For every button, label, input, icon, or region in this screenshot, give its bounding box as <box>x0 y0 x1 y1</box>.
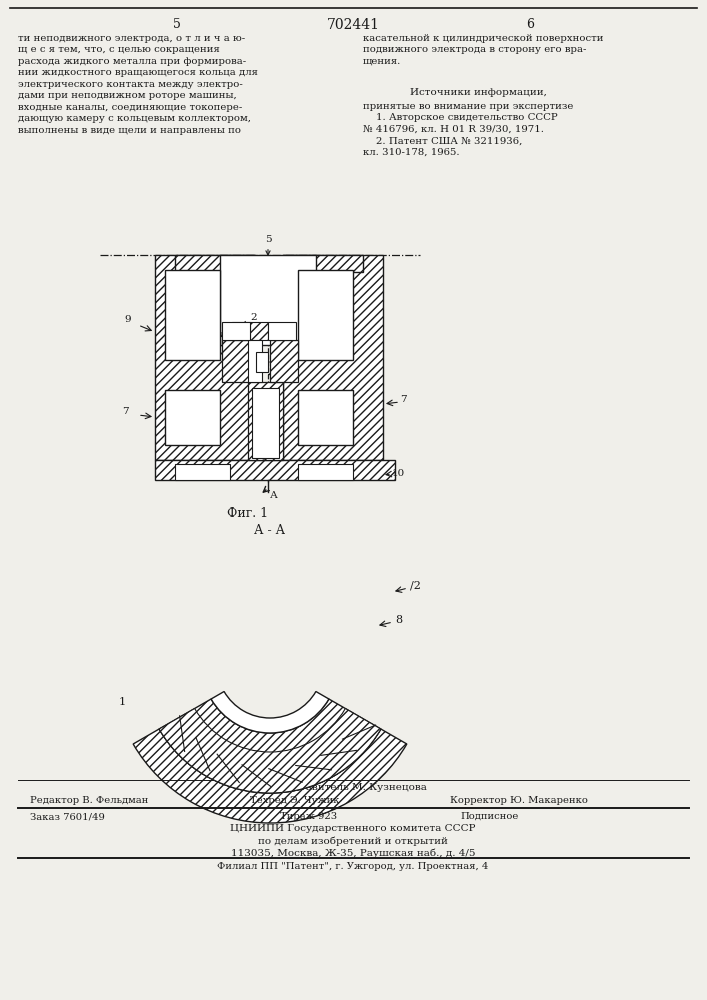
Bar <box>283 255 383 460</box>
Text: Тираж 923: Тираж 923 <box>280 812 337 821</box>
Bar <box>175 464 230 480</box>
Bar <box>250 322 268 340</box>
Text: Корректор Ю. Макаренко: Корректор Ю. Макаренко <box>450 796 588 805</box>
Bar <box>252 388 279 458</box>
Bar <box>248 340 262 382</box>
Bar <box>222 322 250 340</box>
Text: 6: 6 <box>261 452 267 462</box>
Wedge shape <box>159 708 381 793</box>
Text: Фиг. 2: Фиг. 2 <box>247 753 288 766</box>
Text: Техред Э. Чужик: Техред Э. Чужик <box>250 796 339 805</box>
Bar <box>270 340 298 382</box>
Text: 5: 5 <box>327 306 333 314</box>
Wedge shape <box>133 729 407 823</box>
Text: ти неподвижного электрода, о т л и ч а ю-
щ е с я тем, что, с целью сокращения
р: ти неподвижного электрода, о т л и ч а ю… <box>18 34 258 135</box>
Text: 702441: 702441 <box>327 18 380 32</box>
Bar <box>283 255 363 272</box>
Text: 9: 9 <box>124 316 132 324</box>
Text: Фиг. 1: Фиг. 1 <box>228 507 269 520</box>
Bar <box>165 390 220 445</box>
Text: 3: 3 <box>209 321 223 337</box>
Text: Редактор В. Фельдман: Редактор В. Фельдман <box>30 796 148 805</box>
Text: касательной к цилиндрической поверхности
подвижного электрода в сторону его вра-: касательной к цилиндрической поверхности… <box>363 34 604 66</box>
Text: 10: 10 <box>392 468 405 478</box>
Text: Источники информации,: Источники информации, <box>410 88 547 97</box>
Bar <box>256 352 268 372</box>
Wedge shape <box>188 699 352 760</box>
Bar <box>155 460 395 480</box>
Text: 1: 1 <box>119 697 126 707</box>
Text: А: А <box>270 490 278 499</box>
Bar <box>220 255 316 345</box>
Text: 8: 8 <box>395 615 402 625</box>
Bar <box>155 255 255 460</box>
Bar <box>298 464 353 480</box>
Bar <box>222 340 250 382</box>
Text: принятые во внимание при экспертизе
    1. Авторское свидетельство СССР
№ 416796: принятые во внимание при экспертизе 1. А… <box>363 102 573 157</box>
Bar <box>175 255 255 272</box>
Wedge shape <box>159 712 381 793</box>
Bar <box>248 382 283 460</box>
Text: Подписное: Подписное <box>460 812 518 821</box>
Text: Филиал ПП "Патент", г. Ужгород, ул. Проектная, 4: Филиал ПП "Патент", г. Ужгород, ул. Прое… <box>217 862 489 871</box>
Text: 2: 2 <box>243 313 257 326</box>
Text: 6: 6 <box>526 18 534 31</box>
Text: Составитель М. Кузнецова: Составитель М. Кузнецова <box>279 783 426 792</box>
Text: 7: 7 <box>400 395 407 404</box>
Text: 1: 1 <box>324 346 330 355</box>
Text: 4: 4 <box>272 372 279 381</box>
Text: Заказ 7601/49: Заказ 7601/49 <box>30 812 105 821</box>
Text: А - А: А - А <box>255 524 286 537</box>
Text: A: A <box>270 354 278 362</box>
Bar <box>268 322 296 340</box>
Text: по делам изобретений и открытий: по делам изобретений и открытий <box>258 836 448 846</box>
Text: 5: 5 <box>264 235 271 255</box>
Text: /2: /2 <box>410 580 421 590</box>
Text: 3: 3 <box>324 328 330 336</box>
Bar <box>165 270 220 360</box>
Text: ЦНИИПИ Государственного комитета СССР: ЦНИИПИ Государственного комитета СССР <box>230 824 476 833</box>
Text: 5: 5 <box>173 18 181 31</box>
Text: 113035, Москва, Ж-35, Раушская наб., д. 4/5: 113035, Москва, Ж-35, Раушская наб., д. … <box>230 848 475 857</box>
Bar <box>298 390 353 445</box>
Text: 7: 7 <box>122 408 128 416</box>
Bar <box>298 270 353 360</box>
Bar <box>232 322 250 340</box>
Wedge shape <box>211 692 329 733</box>
